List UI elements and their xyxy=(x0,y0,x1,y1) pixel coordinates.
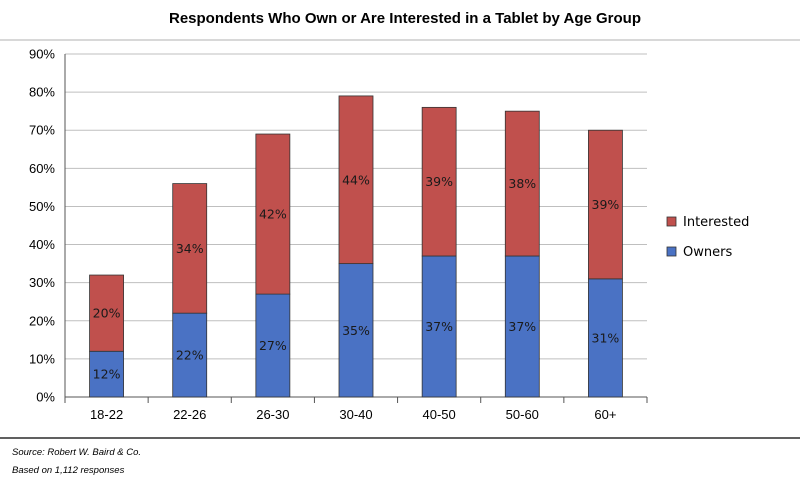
bar-interested-22-26 xyxy=(172,183,208,314)
y-tick-label: 40% xyxy=(29,237,55,252)
y-tick-label: 60% xyxy=(29,161,55,176)
data-label: 42% xyxy=(259,207,287,222)
x-tick-label: 22-26 xyxy=(173,407,206,422)
y-axis: 0% 10% 20% 30% 40% 50% 60% 70% 80% 90% xyxy=(29,47,66,405)
data-label: 44% xyxy=(342,172,370,187)
bar-interested-50-60 xyxy=(504,110,540,257)
bar-owners-30-40 xyxy=(338,263,374,398)
chart-title: Respondents Who Own or Are Interested in… xyxy=(169,10,641,27)
x-tick-label: 26-30 xyxy=(256,407,289,422)
data-label: 38% xyxy=(508,176,536,191)
x-tick-label: 40-50 xyxy=(423,407,456,422)
bar-owners-60+ xyxy=(588,278,623,398)
data-label: 39% xyxy=(425,174,453,189)
data-label: 39% xyxy=(592,197,620,212)
y-tick-label: 70% xyxy=(29,123,55,138)
x-tick-label: 30-40 xyxy=(339,407,372,422)
data-label: 22% xyxy=(176,348,204,363)
data-label: 37% xyxy=(508,319,536,334)
legend: Interested Owners xyxy=(666,215,749,260)
y-tick-label: 30% xyxy=(29,275,55,290)
y-tick-label: 20% xyxy=(29,313,55,328)
x-tick-label: 18-22 xyxy=(90,407,123,422)
legend-label-owners: Owners xyxy=(683,245,732,260)
data-label: 37% xyxy=(425,319,453,334)
stacked-bar-chart: Respondents Who Own or Are Interested in… xyxy=(0,10,800,439)
y-tick-label: 10% xyxy=(29,351,55,366)
data-label: 27% xyxy=(259,338,287,353)
bar-owners-50-60 xyxy=(504,255,540,398)
bar-owners-18-22 xyxy=(89,350,124,398)
bar-interested-30-40 xyxy=(338,95,374,265)
legend-swatch-interested xyxy=(666,216,677,227)
data-label: 12% xyxy=(93,367,121,382)
bar-interested-60+ xyxy=(588,129,623,280)
y-tick-label: 0% xyxy=(36,390,55,405)
data-label: 20% xyxy=(93,306,121,321)
y-tick-label: 80% xyxy=(29,85,55,100)
bar-owners-26-30 xyxy=(255,293,291,398)
bars: 12% 20% 22% 34% 27% 42% 35% 44% 37% 39% 37% 38% 31% 3… xyxy=(89,95,623,398)
x-tick-label: 50-60 xyxy=(506,407,539,422)
legend-label-interested: Interested xyxy=(683,215,749,230)
data-label: 34% xyxy=(176,241,204,256)
y-tick-label: 90% xyxy=(29,47,55,62)
data-label: 35% xyxy=(342,323,370,338)
bar-interested-26-30 xyxy=(255,133,291,295)
x-tick-label: 60+ xyxy=(594,407,616,422)
legend-swatch-owners xyxy=(666,246,677,257)
source-note: Source: Robert W. Baird & Co. xyxy=(12,447,142,458)
bar-interested-40-50 xyxy=(421,106,457,257)
bar-interested-18-22 xyxy=(89,274,124,352)
x-axis: 18-22 22-26 26-30 30-40 40-50 50-60 60+ xyxy=(64,397,648,422)
y-tick-label: 50% xyxy=(29,199,55,214)
responses-note: Based on 1,112 responses xyxy=(12,465,125,476)
data-label: 31% xyxy=(592,330,620,345)
